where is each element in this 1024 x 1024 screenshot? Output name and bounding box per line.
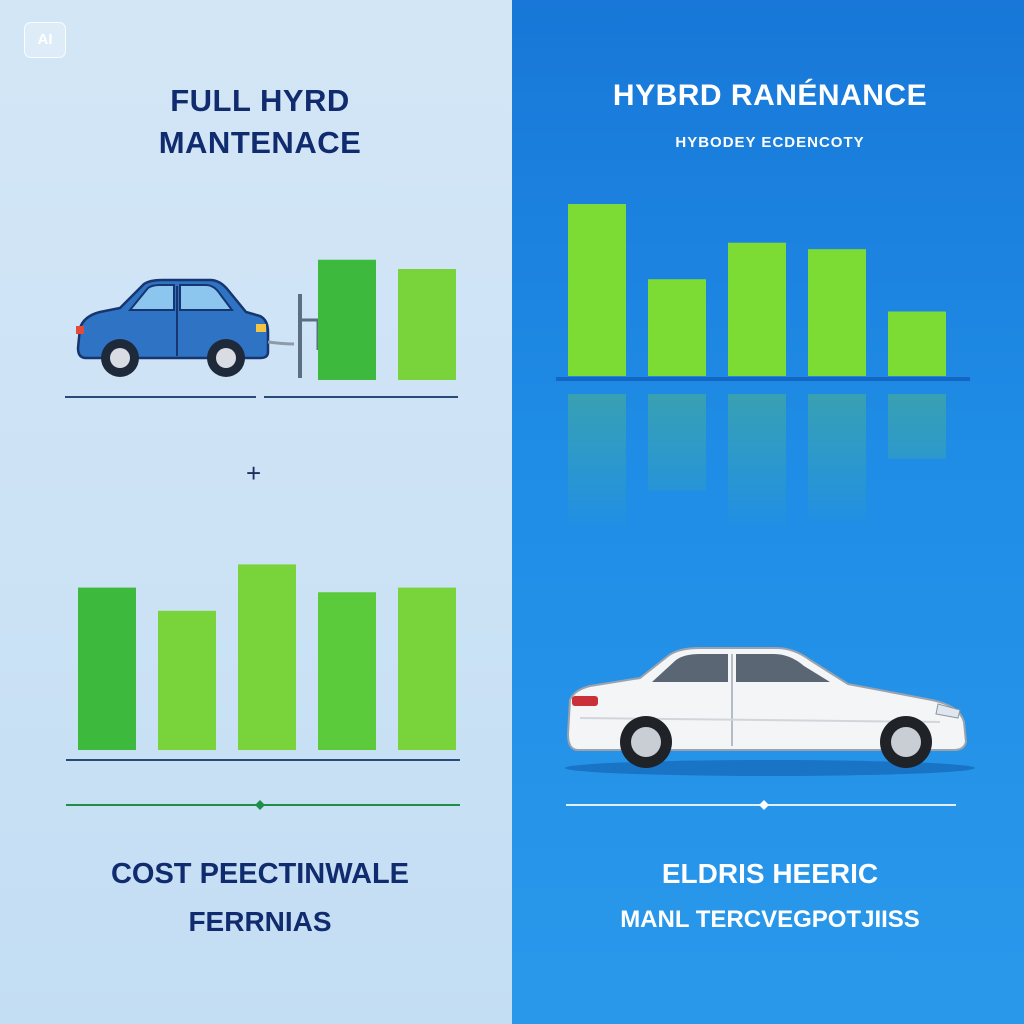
left-bottom-bar-5 [398,587,456,750]
left-panel [0,0,512,1024]
left-bottom-subheading: FERRNIAS [188,906,332,937]
right-title: HYBRD RANÉNANCE [612,79,928,112]
right-bar-reflection-3 [728,394,786,528]
right-divider [566,800,956,810]
left-top-bar-2 [398,269,456,380]
right-bar-reflection-5 [888,394,946,459]
right-bar-2 [648,279,706,376]
right-bottom-heading: ELDRIS HEERIC [661,858,879,889]
blue-hatchback-car-icon [76,278,295,377]
left-title-line2: MANTENACE [158,125,362,160]
right-bar-1 [568,204,626,376]
left-bottom-heading: COST PEECTINWALE [110,858,410,890]
left-bottom-bar-3 [238,564,296,750]
left-top-bar-1 [318,259,376,380]
right-subtitle: HYBODEY ECDENCOTY [675,134,865,151]
ai-badge: AI [24,22,66,58]
white-sedan-car-icon [565,647,975,776]
right-bar-5 [888,311,946,376]
right-bar-3 [728,242,786,376]
right-bar-reflection-2 [648,394,706,491]
left-bottom-bar-4 [318,592,376,750]
left-bottom-baseline [66,759,460,810]
right-bar-chart [556,204,970,544]
right-bottom-subheading: MANL TERCVEGPOTJIISS [620,906,920,933]
left-top-baseline [65,396,458,398]
left-title: FULL HYRD MANTENACE [100,80,420,164]
right-bar-reflection-4 [808,394,866,521]
left-title-line1: FULL HYRD [170,83,350,118]
right-bar-4 [808,249,866,376]
left-bottom-bar-1 [78,587,136,750]
plus-icon: + [246,458,262,488]
left-top-bar-chart [318,259,456,380]
left-bottom-bar-chart [78,564,456,750]
left-bottom-bar-2 [158,610,216,750]
right-bar-reflection-1 [568,394,626,544]
